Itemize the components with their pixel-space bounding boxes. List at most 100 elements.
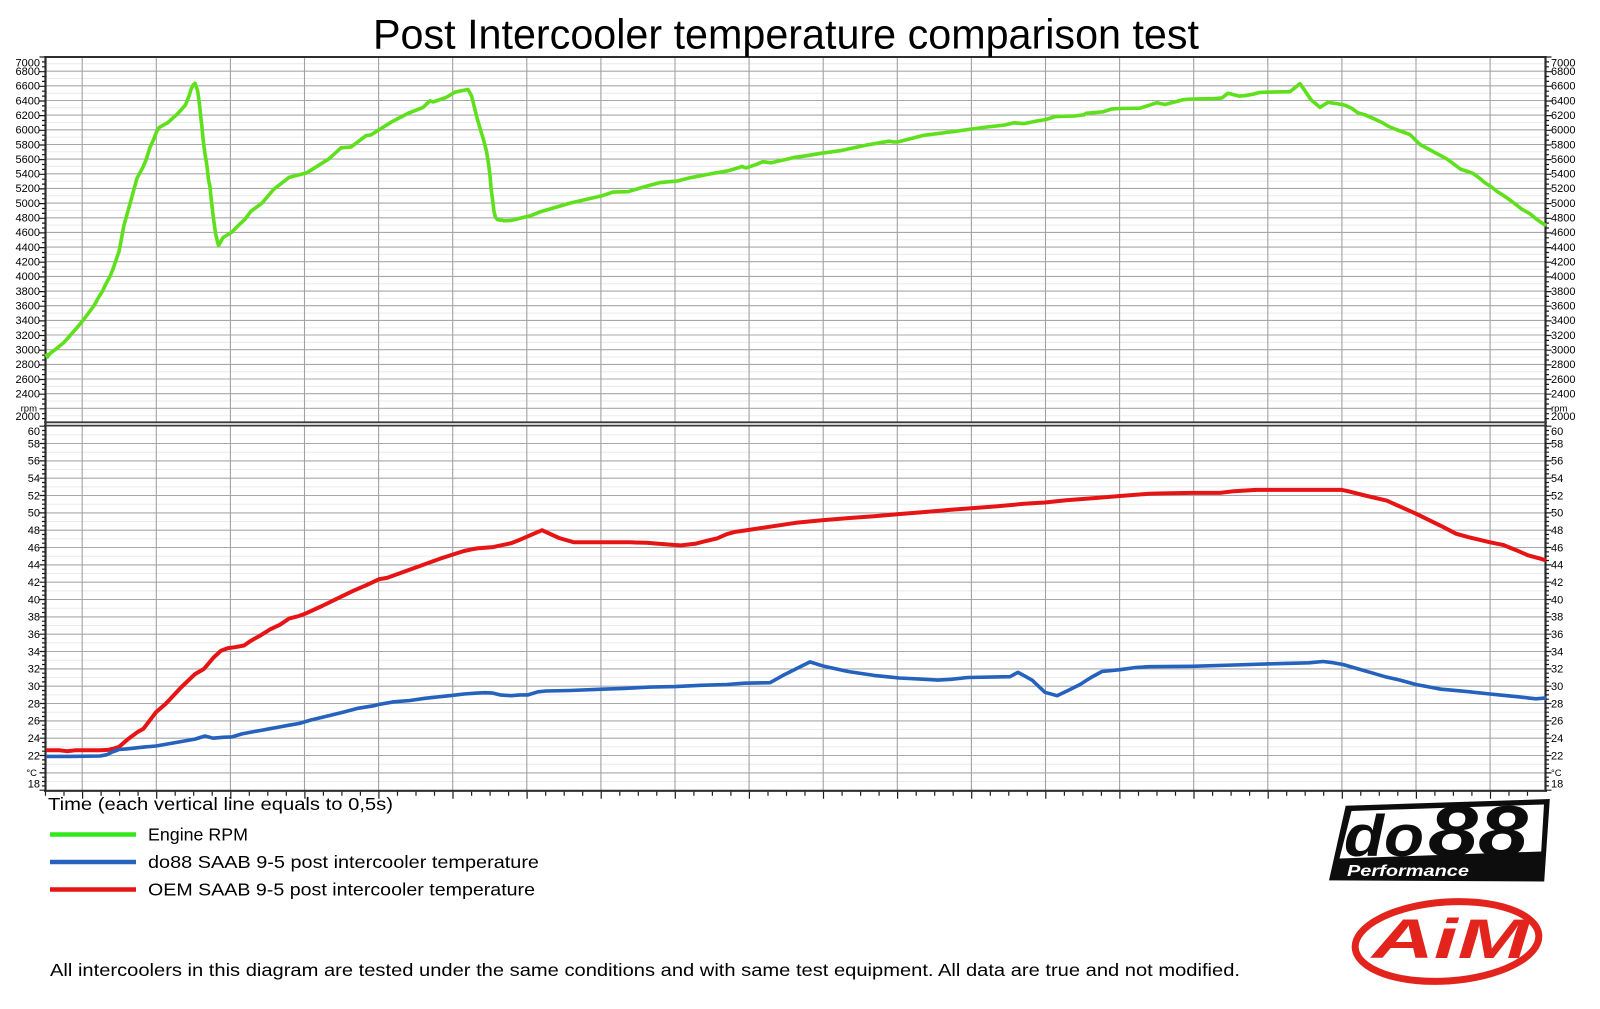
svg-text:34: 34: [1551, 646, 1563, 658]
svg-text:40: 40: [1551, 594, 1563, 606]
svg-text:5400: 5400: [1551, 169, 1575, 181]
svg-text:4000: 4000: [16, 271, 40, 283]
svg-text:Time (each vertical line equal: Time (each vertical line equals to 0,5s): [48, 794, 393, 814]
svg-text:do: do: [1344, 804, 1424, 869]
svg-text:22: 22: [1551, 750, 1563, 762]
svg-text:50: 50: [28, 508, 40, 520]
svg-text:28: 28: [1551, 698, 1563, 710]
svg-text:4000: 4000: [1551, 271, 1575, 283]
svg-text:4400: 4400: [16, 242, 40, 254]
svg-text:6200: 6200: [1551, 110, 1575, 122]
svg-text:6200: 6200: [16, 110, 40, 122]
svg-text:2000: 2000: [1551, 411, 1575, 423]
svg-text:44: 44: [28, 560, 40, 572]
svg-text:Performance: Performance: [1347, 863, 1469, 880]
svg-text:2000: 2000: [16, 411, 40, 423]
svg-text:5000: 5000: [16, 198, 40, 210]
svg-text:3200: 3200: [1551, 330, 1575, 342]
svg-text:rpm: rpm: [21, 404, 37, 415]
svg-text:36: 36: [1551, 629, 1563, 641]
svg-text:48: 48: [1551, 525, 1563, 537]
svg-text:6800: 6800: [1551, 66, 1575, 78]
svg-text:6400: 6400: [16, 95, 40, 107]
svg-text:5600: 5600: [1551, 154, 1575, 166]
svg-text:2600: 2600: [1551, 374, 1575, 386]
svg-text:60: 60: [28, 426, 40, 438]
svg-text:52: 52: [1551, 490, 1563, 502]
svg-text:Post Intercooler temperature c: Post Intercooler temperature comparison …: [373, 11, 1199, 58]
svg-text:4200: 4200: [16, 257, 40, 269]
svg-text:22: 22: [28, 750, 40, 762]
svg-text:7000: 7000: [1551, 58, 1575, 70]
svg-text:26: 26: [1551, 716, 1563, 728]
svg-text:54: 54: [1551, 473, 1563, 485]
svg-text:26: 26: [28, 716, 40, 728]
svg-text:42: 42: [1551, 577, 1563, 589]
svg-text:4600: 4600: [16, 227, 40, 239]
svg-text:3200: 3200: [16, 330, 40, 342]
svg-text:50: 50: [1551, 508, 1563, 520]
svg-text:30: 30: [28, 681, 40, 693]
svg-text:5800: 5800: [1551, 139, 1575, 151]
svg-text:24: 24: [1551, 733, 1563, 745]
svg-text:rpm: rpm: [1551, 404, 1567, 415]
svg-text:60: 60: [1551, 426, 1563, 438]
svg-text:40: 40: [28, 594, 40, 606]
svg-text:56: 56: [1551, 456, 1563, 468]
svg-text:All intercoolers in this diagr: All intercoolers in this diagram are tes…: [50, 960, 1240, 980]
svg-text:58: 58: [28, 438, 40, 450]
svg-text:38: 38: [28, 612, 40, 624]
svg-text:32: 32: [1551, 664, 1563, 676]
svg-text:2800: 2800: [1551, 359, 1575, 371]
svg-text:58: 58: [1551, 438, 1563, 450]
svg-text:3800: 3800: [16, 286, 40, 298]
svg-text:4800: 4800: [16, 213, 40, 225]
svg-text:4600: 4600: [1551, 227, 1575, 239]
svg-text:5000: 5000: [1551, 198, 1575, 210]
svg-text:3400: 3400: [1551, 315, 1575, 327]
svg-text:6400: 6400: [1551, 95, 1575, 107]
svg-text:3600: 3600: [1551, 301, 1575, 313]
svg-text:4200: 4200: [1551, 257, 1575, 269]
svg-text:AiM: AiM: [1369, 907, 1531, 970]
svg-text:2600: 2600: [16, 374, 40, 386]
svg-text:36: 36: [28, 629, 40, 641]
svg-text:4400: 4400: [1551, 242, 1575, 254]
svg-text:Engine RPM: Engine RPM: [148, 825, 248, 845]
svg-text:6800: 6800: [16, 66, 40, 78]
svg-text:54: 54: [28, 473, 40, 485]
svg-text:30: 30: [1551, 681, 1563, 693]
svg-text:6000: 6000: [1551, 125, 1575, 137]
svg-text:5200: 5200: [16, 183, 40, 195]
svg-text:44: 44: [1551, 560, 1563, 572]
svg-text:2400: 2400: [1551, 389, 1575, 401]
svg-text:7000: 7000: [16, 58, 40, 70]
svg-text:3600: 3600: [16, 301, 40, 313]
svg-text:88: 88: [1428, 793, 1528, 873]
svg-text:3400: 3400: [16, 315, 40, 327]
svg-text:3000: 3000: [1551, 345, 1575, 357]
svg-text:°C: °C: [1551, 768, 1562, 779]
svg-text:34: 34: [28, 646, 40, 658]
svg-text:56: 56: [28, 456, 40, 468]
svg-text:4800: 4800: [1551, 213, 1575, 225]
svg-text:28: 28: [28, 698, 40, 710]
svg-text:48: 48: [28, 525, 40, 537]
svg-text:2400: 2400: [16, 389, 40, 401]
svg-text:5600: 5600: [16, 154, 40, 166]
svg-text:6600: 6600: [1551, 81, 1575, 93]
svg-text:6600: 6600: [16, 81, 40, 93]
svg-text:32: 32: [28, 664, 40, 676]
svg-text:24: 24: [28, 733, 40, 745]
svg-text:2800: 2800: [16, 359, 40, 371]
svg-text:18: 18: [28, 778, 40, 790]
svg-text:46: 46: [28, 542, 40, 554]
svg-text:3800: 3800: [1551, 286, 1575, 298]
svg-text:5800: 5800: [16, 139, 40, 151]
svg-text:38: 38: [1551, 612, 1563, 624]
svg-text:OEM SAAB 9-5 post intercooler: OEM SAAB 9-5 post intercooler temperatur…: [148, 880, 535, 900]
svg-text:5400: 5400: [16, 169, 40, 181]
svg-text:46: 46: [1551, 542, 1563, 554]
svg-text:5200: 5200: [1551, 183, 1575, 195]
svg-text:52: 52: [28, 490, 40, 502]
